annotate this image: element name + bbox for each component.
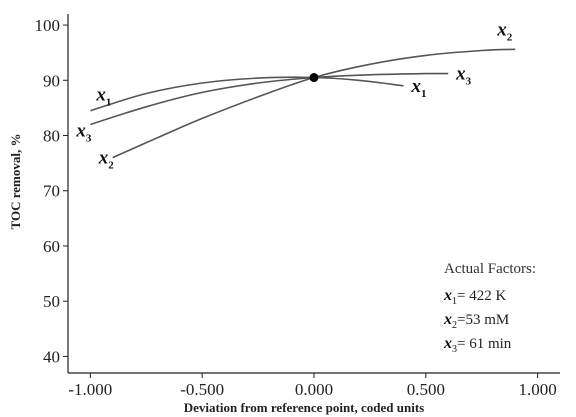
series-label-start-x3: x3 xyxy=(75,120,92,144)
y-axis-title: TOC removal, % xyxy=(8,134,23,230)
series-label-end-x2: x2 xyxy=(496,19,512,43)
series-label-end-x1: x1 xyxy=(410,76,426,100)
y-tick-label: 60 xyxy=(43,237,60,256)
x-tick-label: -0.500 xyxy=(180,380,224,399)
y-tick-label: 100 xyxy=(35,16,61,35)
factor-entry-x3: x3= 61 min xyxy=(443,335,512,355)
factors-title: Actual Factors: xyxy=(444,261,536,277)
series-line-x1 xyxy=(90,76,404,112)
y-tick-label: 50 xyxy=(43,292,60,311)
curves xyxy=(90,48,516,159)
factor-entry-x1: x1= 422 K xyxy=(443,287,506,307)
x-axis-title: Deviation from reference point, coded un… xyxy=(184,400,424,415)
reference-point xyxy=(309,73,319,83)
x-tick-label: -1.000 xyxy=(68,380,112,399)
series-line-x3 xyxy=(90,72,449,126)
y-tick-label: 70 xyxy=(43,182,60,201)
axes: 40 50 60 70 80 90 100 -1.000 -0.500 0.000 0.500 1.0… xyxy=(8,14,560,415)
actual-factors-box: Actual Factors: x1= 422 K x2=53 mM x3= 61 m… xyxy=(443,261,536,355)
y-tick-label: 40 xyxy=(43,347,60,366)
factor-entry-x2: x2=53 mM xyxy=(443,311,509,331)
x-tick-label: 1.000 xyxy=(519,380,557,399)
series-label-start-x1: x1 xyxy=(95,85,111,109)
x-tick-label: 0.500 xyxy=(407,380,445,399)
series-label-start-x2: x2 xyxy=(98,148,115,172)
series-line-x2 xyxy=(112,48,516,159)
y-tick-label: 80 xyxy=(43,127,60,146)
series-label-end-x3: x3 xyxy=(455,64,472,88)
x-tick-label: 0.000 xyxy=(295,380,333,399)
y-tick-label: 90 xyxy=(43,71,60,90)
